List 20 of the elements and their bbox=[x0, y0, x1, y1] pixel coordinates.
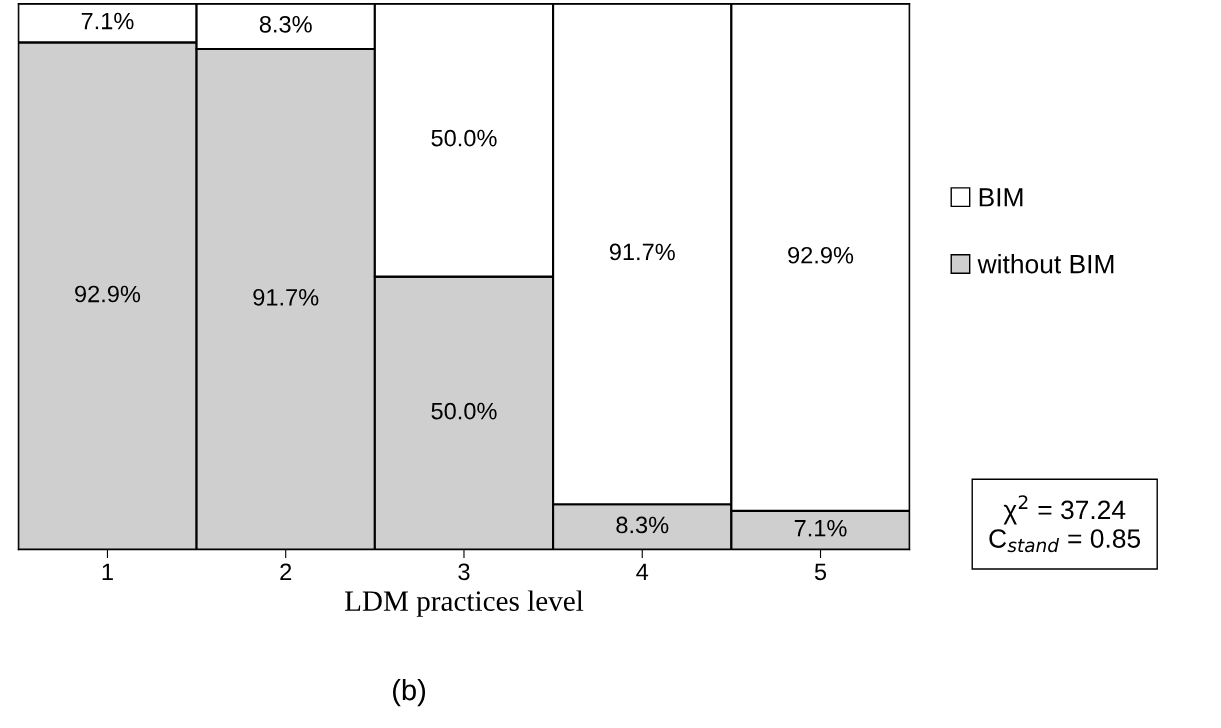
data-label: 8.3% bbox=[259, 15, 312, 33]
data-label: 7.1% bbox=[794, 519, 847, 537]
x-axis-title: LDM practices level bbox=[344, 590, 584, 617]
data-label: 8.3% bbox=[616, 516, 669, 534]
x-tick-label: 5 bbox=[814, 563, 827, 581]
data-label: 92.9% bbox=[75, 285, 141, 303]
data-label: 91.7% bbox=[609, 243, 675, 261]
x-tick-label: 2 bbox=[280, 563, 292, 580]
legend-label: BIM bbox=[979, 188, 1023, 207]
data-label: 92.9% bbox=[788, 246, 854, 264]
data-label: 91.7% bbox=[253, 288, 319, 306]
x-tick-label: 4 bbox=[636, 563, 649, 580]
data-label: 50.0% bbox=[431, 402, 497, 420]
x-tick-label: 3 bbox=[458, 563, 470, 581]
data-label: 50.0% bbox=[431, 129, 497, 147]
text: χ$^{2}$ = 37.24 C$_{stand}$ = 0.85 bbox=[989, 495, 1141, 553]
data-label: 7.1% bbox=[81, 12, 134, 30]
text: (b) bbox=[393, 678, 426, 707]
x-tick-label: 1 bbox=[102, 563, 113, 580]
legend-label: without BIM bbox=[977, 254, 1114, 274]
